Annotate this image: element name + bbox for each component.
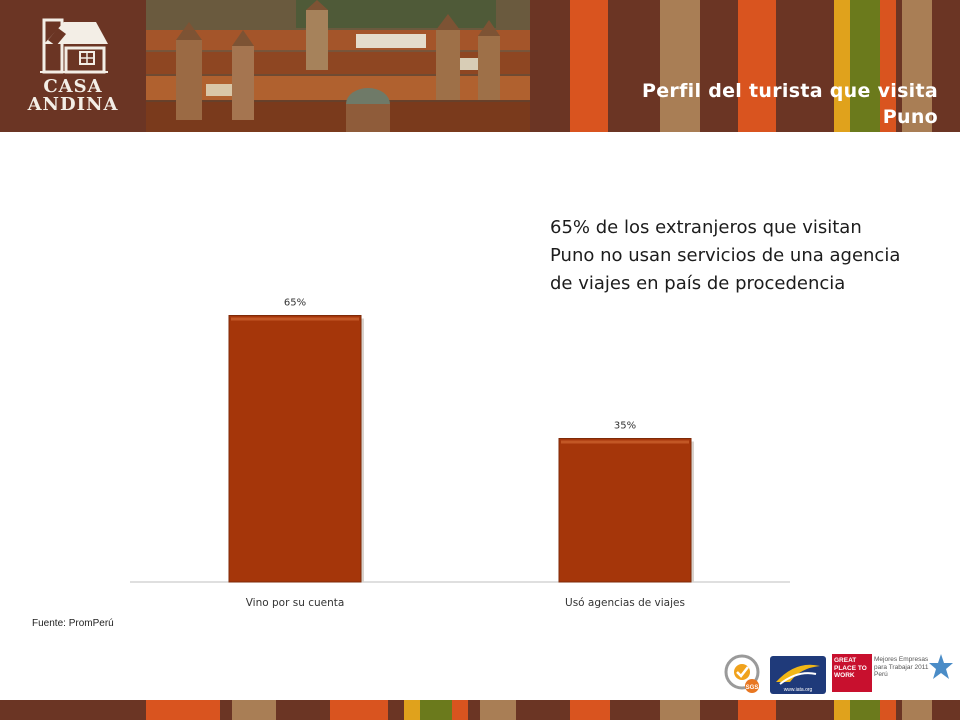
footer-stripe [880, 700, 896, 720]
iata-logo-icon: www.iata.org [770, 656, 826, 694]
highlight-text: 65% de los extranjeros que visitan Puno … [550, 217, 901, 294]
header-stripe [850, 0, 880, 132]
sgs-certification-icon: SGS [724, 654, 760, 693]
footer-stripe [232, 700, 276, 720]
logo-text-line1: CASA [43, 76, 103, 97]
casa-andina-logo: CASA ANDINA [0, 0, 146, 132]
header-stripe [570, 0, 608, 132]
bar [558, 438, 692, 583]
footer-stripe [330, 700, 388, 720]
header-stripe [530, 0, 570, 132]
star-icon [929, 654, 953, 679]
footer-stripe [834, 700, 850, 720]
data-label: 35% [614, 421, 636, 432]
iata-caption: www.iata.org [784, 687, 813, 693]
footer-logos: SGS www.iata.org GREAT PLACE TO WORK Mej… [722, 652, 954, 696]
header-stripe [896, 0, 902, 132]
header-banner: CASA ANDINA Perfil del turista que visit… [0, 0, 960, 132]
header-stripe [608, 0, 660, 132]
footer-stripe [404, 700, 420, 720]
page-title: Perfil del turista que visita Puno [558, 78, 938, 130]
cusco-rooftops-image [146, 0, 530, 132]
sgs-caption: SGS [746, 685, 759, 691]
footer-stripe [146, 700, 220, 720]
page-title-line2: Puno [882, 106, 938, 128]
bar-bevel [231, 317, 359, 321]
category-label: Usó agencias de viajes [565, 597, 685, 609]
header-stripe [880, 0, 896, 132]
header-stripe [738, 0, 776, 132]
footer-stripe [452, 700, 468, 720]
footer-stripe [480, 700, 516, 720]
bar-bevel [561, 440, 689, 444]
footer-stripe [570, 700, 610, 720]
gptw-caption: Mejores Empresas para Trabajar 2011 Perú [874, 656, 929, 678]
footer-stripe [420, 700, 452, 720]
page-title-line1: Perfil del turista que visita [642, 80, 938, 102]
header-stripe [776, 0, 834, 132]
header-stripe [700, 0, 738, 132]
house-icon [40, 18, 108, 74]
footer-stripe [738, 700, 776, 720]
data-label: 65% [284, 298, 306, 309]
footer-stripes [0, 700, 960, 720]
category-label: Vino por su cuenta [246, 597, 345, 609]
source-note: Fuente: PromPerú [32, 618, 114, 629]
footer-stripe [902, 700, 932, 720]
city-photo [146, 0, 530, 132]
header-stripe [660, 0, 700, 132]
header-stripe [902, 0, 932, 132]
bar [228, 315, 362, 583]
footer-stripe [660, 700, 700, 720]
bar-chart: 65% Vino por su cuenta 35% Usó agencias de … [130, 298, 790, 609]
logo-text-line2: ANDINA [27, 94, 119, 115]
header-stripe [834, 0, 850, 132]
gptw-badge: GREAT PLACE TO WORK [832, 654, 872, 692]
footer-stripe [850, 700, 880, 720]
header-stripe [932, 0, 960, 132]
